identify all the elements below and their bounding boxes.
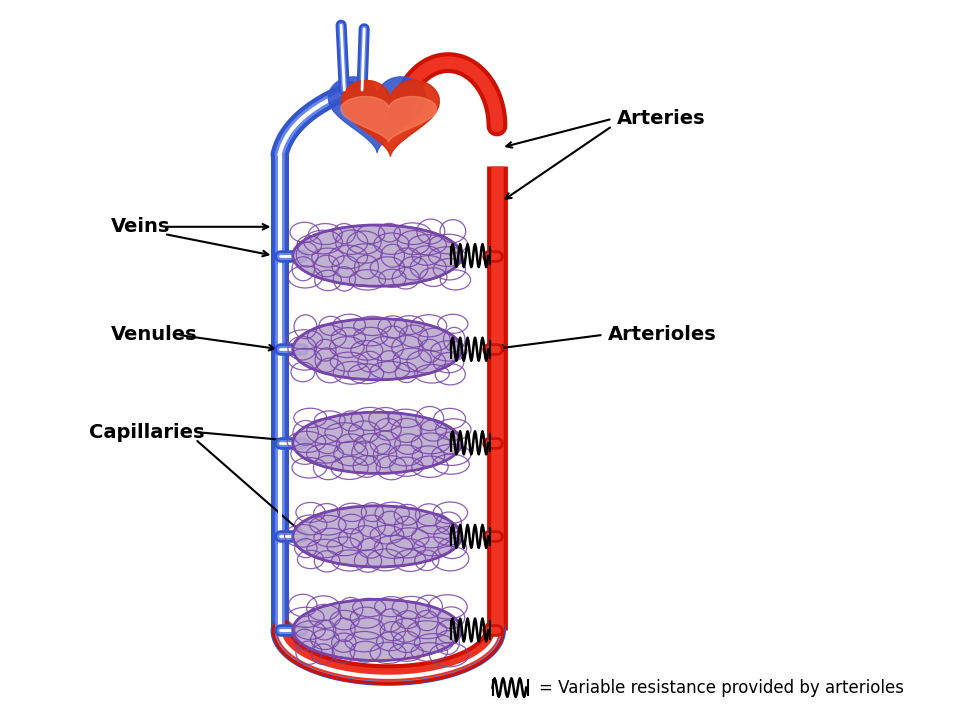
Ellipse shape [293,599,462,661]
Polygon shape [342,81,440,156]
Ellipse shape [293,506,462,567]
Text: Arterioles: Arterioles [608,325,716,344]
Text: Veins: Veins [111,217,170,236]
Text: = Variable resistance provided by arterioles: = Variable resistance provided by arteri… [539,678,903,697]
Text: Capillaries: Capillaries [88,423,204,441]
Ellipse shape [293,318,462,380]
Polygon shape [328,77,426,153]
Text: Arteries: Arteries [616,109,706,128]
Ellipse shape [293,412,462,474]
Polygon shape [341,96,437,142]
Text: Venules: Venules [111,325,198,344]
Polygon shape [342,81,440,156]
Ellipse shape [293,225,462,287]
